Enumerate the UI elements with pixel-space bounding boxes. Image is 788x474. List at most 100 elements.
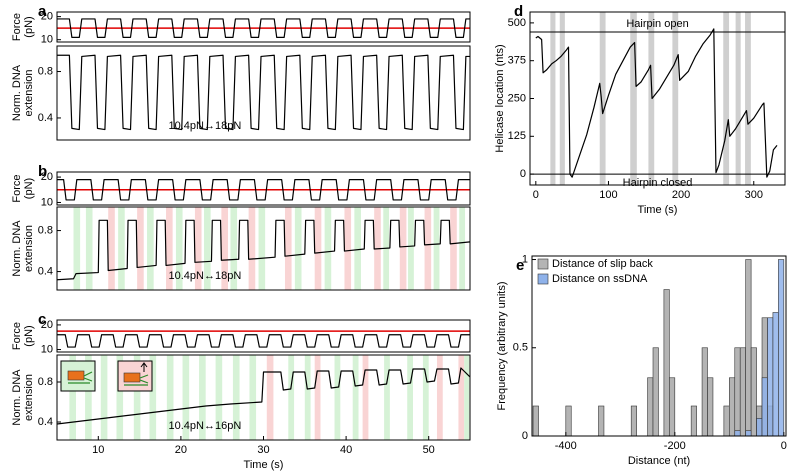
shaded-span bbox=[288, 355, 295, 440]
y-tick-label: 250 bbox=[508, 92, 526, 104]
panel: 10 20 Force (pN)b bbox=[11, 163, 471, 208]
plot-area bbox=[530, 12, 785, 185]
x-tick-label: 0 bbox=[781, 440, 787, 452]
y-tick-label: 10 bbox=[41, 196, 53, 208]
histogram-bar bbox=[729, 377, 736, 436]
plot-frame bbox=[56, 171, 471, 206]
trace-line bbox=[57, 367, 470, 425]
annotation: 10.4pN↔18pN bbox=[169, 120, 242, 132]
trace-line bbox=[57, 54, 470, 131]
shaded-span bbox=[221, 207, 228, 290]
plot-frame bbox=[56, 11, 471, 43]
plot-area bbox=[532, 259, 785, 436]
shaded-span bbox=[118, 207, 125, 290]
y-axis-label: (pN) bbox=[23, 325, 35, 346]
shaded-span bbox=[232, 355, 240, 440]
shaded-span bbox=[422, 355, 429, 440]
trace-line bbox=[57, 334, 470, 348]
shaded-span bbox=[723, 12, 730, 185]
helicase-icon bbox=[67, 370, 85, 381]
histogram-bar bbox=[756, 418, 763, 436]
y-tick-label: 0.8 bbox=[38, 224, 53, 236]
shaded-span bbox=[149, 355, 157, 440]
x-tick-label: 30 bbox=[257, 444, 269, 456]
histogram-bar bbox=[647, 377, 654, 436]
inset-green bbox=[60, 360, 96, 392]
y-tick-label: 125 bbox=[508, 130, 526, 142]
shaded-span bbox=[199, 355, 206, 440]
histogram-bar bbox=[598, 405, 605, 436]
shaded-span bbox=[248, 207, 256, 290]
y-axis-label: Norm. DNA bbox=[11, 369, 23, 426]
shaded-span bbox=[182, 355, 190, 440]
plot-area bbox=[57, 207, 470, 290]
panel: 0.4 0.8 10 20 30 40 50 Time (s) Norm. DNA extensi… bbox=[11, 354, 471, 471]
y-axis-label: Norm. DNA bbox=[11, 64, 23, 121]
y-axis-label: (pN) bbox=[23, 178, 35, 199]
threshold-label: Hairpin closed bbox=[623, 177, 693, 189]
y-tick-label: 0 bbox=[522, 430, 528, 442]
x-tick-label: 300 bbox=[745, 189, 763, 201]
y-axis-label: extension bbox=[23, 374, 35, 421]
shaded-span bbox=[116, 355, 124, 440]
shaded-span bbox=[133, 355, 141, 440]
shaded-span bbox=[230, 207, 238, 290]
shaded-span bbox=[334, 355, 341, 440]
shaded-span bbox=[215, 355, 223, 440]
shaded-span bbox=[399, 207, 407, 290]
y-axis-label: Force bbox=[11, 13, 23, 41]
x-tick-label: 10 bbox=[92, 444, 104, 456]
helicase-icon bbox=[123, 372, 141, 383]
shaded-span bbox=[424, 207, 432, 290]
shaded-span bbox=[175, 207, 183, 290]
histogram-bar bbox=[778, 259, 785, 436]
shaded-span bbox=[284, 207, 292, 290]
inset-icons bbox=[60, 360, 153, 392]
shaded-span bbox=[166, 207, 173, 290]
y-tick-label: 500 bbox=[508, 17, 526, 29]
shaded-span bbox=[100, 355, 108, 440]
histogram-bar bbox=[745, 430, 752, 436]
shaded-span bbox=[384, 355, 390, 440]
panel-label: a bbox=[38, 3, 47, 20]
shaded-span bbox=[559, 12, 565, 185]
y-axis-label: (pN) bbox=[23, 16, 35, 37]
y-tick-label: 0.4 bbox=[38, 416, 53, 428]
y-tick-label: 0.5 bbox=[513, 342, 528, 354]
y-axis-label: Force bbox=[11, 322, 23, 350]
histogram-bar bbox=[707, 377, 714, 436]
histogram-bar bbox=[690, 405, 697, 436]
dna-icon bbox=[124, 374, 149, 386]
histogram-bar bbox=[739, 347, 746, 436]
plot-frame bbox=[56, 206, 471, 291]
y-tick-label: 10 bbox=[41, 343, 53, 355]
histogram-bar bbox=[761, 377, 768, 436]
y-axis-label: Force bbox=[11, 174, 23, 202]
shaded-span bbox=[266, 355, 274, 440]
dna-icon bbox=[68, 371, 93, 384]
x-axis-label: Distance (nt) bbox=[628, 455, 690, 467]
panel: 0.4 0.8 Norm. DNA extension 10.4pN↔18pN bbox=[11, 206, 471, 291]
panel: 0.4 0.8 Norm. DNA extension 10.4pN↔18pN bbox=[11, 45, 471, 141]
histogram-bar bbox=[532, 405, 539, 436]
x-tick-label: 100 bbox=[599, 189, 617, 201]
shaded-span bbox=[69, 355, 76, 440]
y-tick-label: 0 bbox=[520, 168, 526, 180]
shaded-span bbox=[459, 207, 466, 290]
x-tick-label: -200 bbox=[664, 440, 686, 452]
y-tick-label: 10 bbox=[41, 34, 53, 46]
threshold-label: Hairpin open bbox=[626, 18, 688, 30]
panel: Hairpin open Hairpin closed 0 125 250 375 500 0… bbox=[494, 3, 786, 216]
y-tick-label: 0.8 bbox=[38, 376, 53, 388]
y-tick-label: 0.4 bbox=[38, 112, 53, 124]
panel: 10 20 Force (pN)a bbox=[11, 3, 471, 46]
histogram-bar bbox=[652, 347, 659, 436]
x-tick-label: 20 bbox=[175, 444, 187, 456]
shaded-span bbox=[108, 207, 115, 290]
histogram-bar bbox=[701, 347, 708, 436]
x-axis-label: Time (s) bbox=[638, 204, 678, 216]
arrow-icon bbox=[140, 362, 148, 372]
shaded-span bbox=[314, 207, 322, 290]
histogram-bar bbox=[734, 430, 741, 436]
